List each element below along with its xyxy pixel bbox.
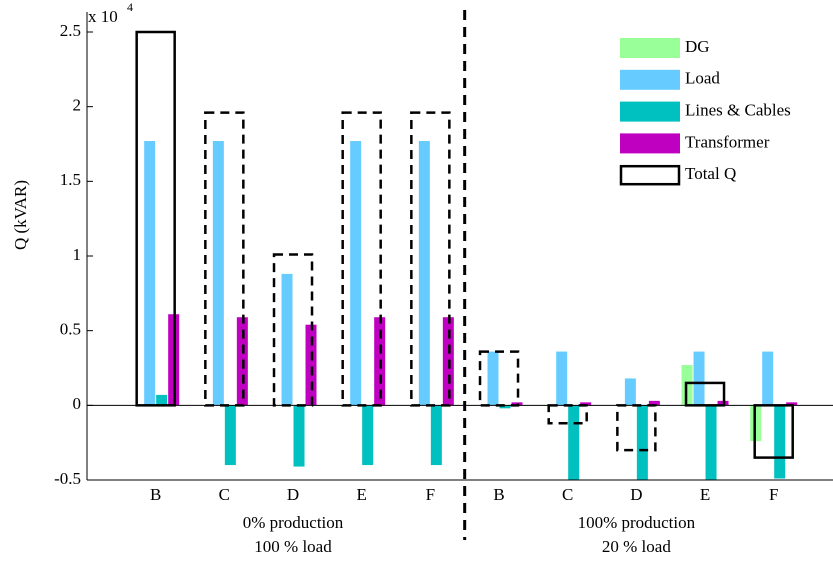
legend-label: Load [685,69,720,88]
bar [212,141,224,406]
y-tick-label: 0 [73,394,82,413]
y-tick-label: 2 [73,96,82,115]
bar [224,405,236,466]
bar [705,405,717,480]
x-tick-label: D [287,485,299,504]
bar [762,351,774,406]
bar [293,405,305,467]
group-label: 0% production [243,513,344,532]
y-tick-label: 1.5 [60,170,81,189]
bar [693,351,705,406]
bar [281,273,293,406]
bar [156,394,168,406]
bar [305,324,317,406]
y-tick-label: 0.5 [60,320,81,339]
y-tick-label: 1 [73,245,82,264]
bar [430,405,442,466]
legend-label: Transformer [685,132,770,151]
legend-label: Total Q [685,164,736,183]
bar [556,351,568,406]
bar [144,141,156,406]
bar [786,402,798,406]
total-box [547,404,588,425]
x-tick-label: F [426,485,435,504]
bar [418,141,430,406]
bar [624,378,636,406]
x-tick-label: C [219,485,230,504]
bar [499,405,511,409]
group-label: 100 % load [254,537,332,556]
bar [636,405,648,480]
x-tick-label: B [150,485,161,504]
y-tick-label: -0.5 [54,469,81,488]
x-tick-label: E [700,485,710,504]
y-scale-label: x 10 [88,7,118,26]
bar [648,400,660,406]
total-box [272,253,314,407]
group-label: 20 % load [602,537,671,556]
bar [580,402,592,406]
bar [350,141,362,406]
legend-swatch [619,164,681,186]
legend-label: Lines & Cables [685,101,791,120]
total-box [616,404,657,452]
x-tick-label: F [769,485,778,504]
plot-area [87,30,833,480]
total-box [478,350,520,407]
legend-swatch [620,38,680,58]
group-label: 100% production [578,513,696,532]
legend-swatch [620,69,680,90]
bar [774,405,786,479]
x-tick-label: E [356,485,366,504]
x-tick-label: D [630,485,642,504]
y-scale-exponent: 4 [127,0,133,14]
y-tick-label: 2.5 [60,21,81,40]
bar [362,405,374,466]
legend-label: DG [685,37,710,56]
legend-swatch [620,101,680,122]
bar [568,405,580,480]
legend-swatch [620,133,680,154]
y-axis-label: Q (kVAR) [11,180,30,250]
bar [487,351,499,406]
x-tick-label: C [562,485,573,504]
x-tick-label: B [493,485,504,504]
